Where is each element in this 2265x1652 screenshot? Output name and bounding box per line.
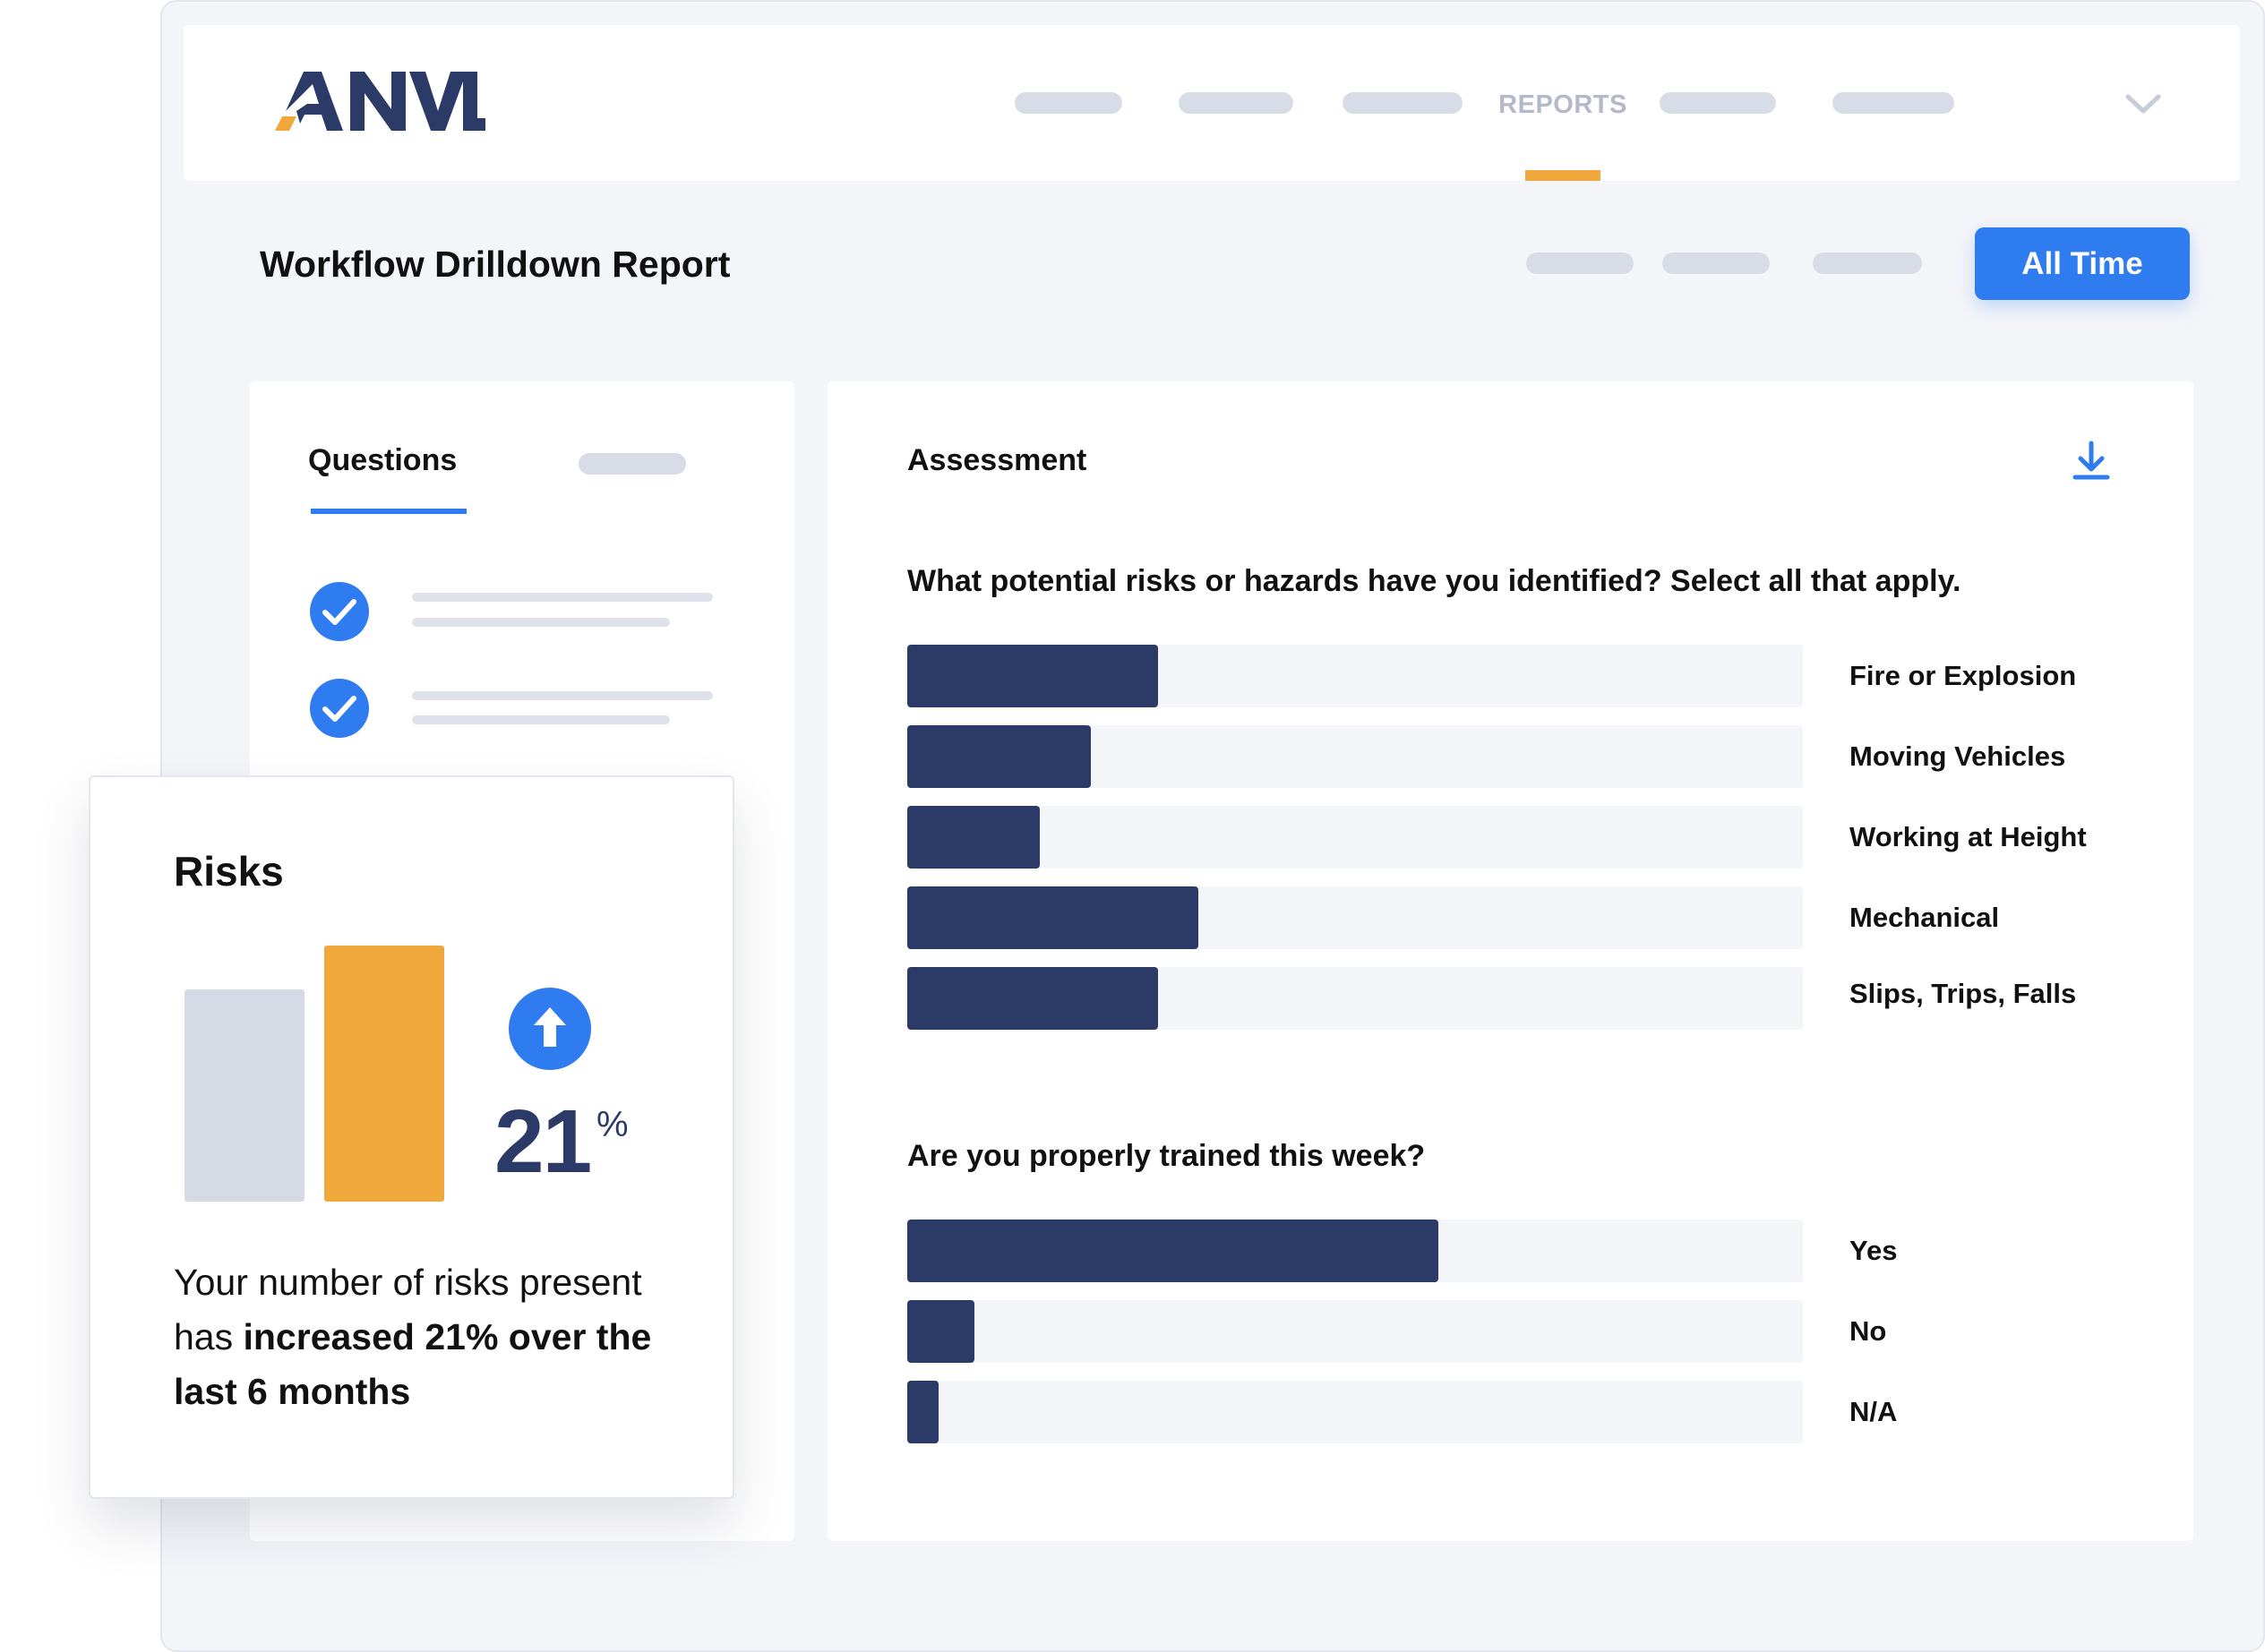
nav-active-indicator <box>1525 170 1600 181</box>
page-title: Workflow Drilldown Report <box>260 244 731 285</box>
risk-change-unit: % <box>596 1105 629 1144</box>
question-line <box>412 593 713 602</box>
answer-label: N/A <box>1849 1396 1898 1427</box>
answer-bar-track <box>907 1300 1803 1363</box>
assessment-panel <box>828 381 2193 1541</box>
all-time-button[interactable]: All Time <box>1975 227 2190 300</box>
answer-bar-fill <box>907 1381 939 1443</box>
answer-bar-fill <box>907 645 1158 707</box>
answer-bar-track <box>907 1381 1803 1443</box>
nav-item-placeholder[interactable] <box>1832 92 1954 114</box>
tab-active-indicator <box>311 509 467 514</box>
filter-placeholder[interactable] <box>1813 253 1922 274</box>
filter-placeholder[interactable] <box>1526 253 1634 274</box>
answer-bar-fill <box>907 886 1198 949</box>
risk-bar-previous <box>184 989 305 1202</box>
risk-change-value: 21 <box>494 1091 592 1192</box>
answer-bar-track <box>907 725 1803 788</box>
tab-placeholder[interactable] <box>579 453 686 475</box>
answer-label: Yes <box>1849 1235 1898 1266</box>
nav-item-placeholder[interactable] <box>1343 92 1463 114</box>
check-circle-icon[interactable] <box>310 679 369 738</box>
answer-bar-track <box>907 645 1803 707</box>
answer-label: Working at Height <box>1849 821 2087 852</box>
arrow-up-icon <box>509 988 591 1070</box>
answer-label: Mechanical <box>1849 902 2000 933</box>
risk-description-text: has <box>174 1316 244 1357</box>
risk-description-emphasis: last 6 months <box>174 1371 411 1412</box>
answer-bar-fill <box>907 725 1091 788</box>
download-icon[interactable] <box>2072 440 2111 481</box>
risk-description-text: Your number of risks present <box>174 1262 642 1303</box>
tab-questions[interactable]: Questions <box>308 443 458 477</box>
question-line <box>412 691 713 700</box>
nav-item-placeholder[interactable] <box>1179 92 1293 114</box>
nav-item-reports[interactable]: REPORTS <box>1498 90 1627 119</box>
question-line <box>412 618 670 627</box>
answer-bar-track <box>907 967 1803 1030</box>
answer-bar-track <box>907 806 1803 869</box>
risk-bar-current <box>324 946 444 1202</box>
answer-bar-track <box>907 886 1803 949</box>
risks-title: Risks <box>174 848 284 894</box>
answer-label: Slips, Trips, Falls <box>1849 978 2077 1009</box>
answer-bar-fill <box>907 967 1158 1030</box>
answer-bar-fill <box>907 1300 974 1363</box>
risk-description: Your number of risks present has increas… <box>174 1255 711 1419</box>
question-2-text: Are you properly trained this week? <box>907 1139 1426 1173</box>
question-1-text: What potential risks or hazards have you… <box>907 564 1961 598</box>
question-line <box>412 715 670 724</box>
anvl-logo <box>275 72 485 131</box>
chevron-down-icon[interactable] <box>2123 86 2164 122</box>
check-circle-icon[interactable] <box>310 582 369 641</box>
answer-label: Moving Vehicles <box>1849 740 2066 772</box>
filter-placeholder[interactable] <box>1662 253 1770 274</box>
risk-description-emphasis: increased 21% over the <box>243 1316 652 1357</box>
answer-bar-fill <box>907 806 1040 869</box>
nav-item-placeholder[interactable] <box>1660 92 1776 114</box>
nav-item-placeholder[interactable] <box>1015 92 1122 114</box>
answer-bar-track <box>907 1220 1803 1282</box>
answer-bar-fill <box>907 1220 1438 1282</box>
answer-label: Fire or Explosion <box>1849 660 2077 691</box>
assessment-title: Assessment <box>907 443 1087 477</box>
answer-label: No <box>1849 1315 1887 1347</box>
